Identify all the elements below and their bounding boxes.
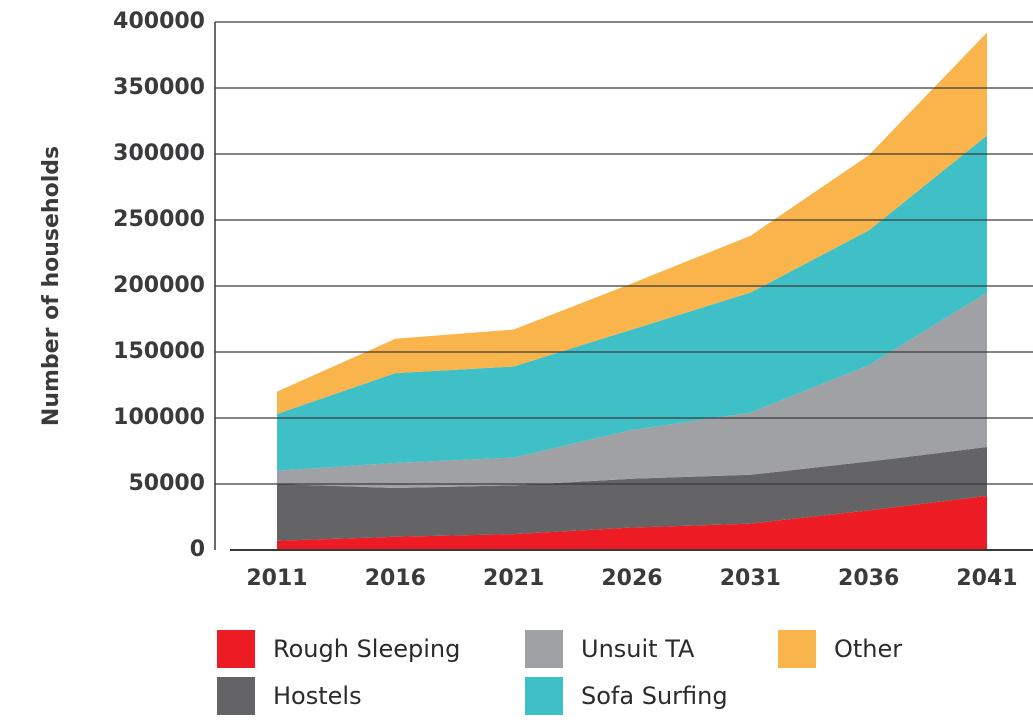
legend-label: Hostels xyxy=(273,682,362,710)
legend-label: Sofa Surfing xyxy=(581,682,728,710)
legend-item: Unsuit TA xyxy=(525,630,695,668)
y-tick-label: 350000 xyxy=(113,75,205,100)
legend-item: Other xyxy=(778,630,902,668)
areas xyxy=(277,32,987,550)
x-tick-label: 2011 xyxy=(246,566,307,591)
area xyxy=(277,32,987,415)
legend-swatch xyxy=(525,677,563,715)
legend-swatch xyxy=(525,630,563,668)
y-tick-label: 0 xyxy=(190,537,205,562)
x-tick-label: 2026 xyxy=(601,566,662,591)
y-tick-label: 100000 xyxy=(113,405,205,430)
area xyxy=(277,495,987,550)
y-axis-label: Number of households xyxy=(39,146,64,426)
y-tick-label: 200000 xyxy=(113,273,205,298)
area xyxy=(277,292,987,488)
legend-label: Unsuit TA xyxy=(581,635,695,663)
x-tick-label: 2031 xyxy=(720,566,781,591)
legend-item: Hostels xyxy=(217,677,362,715)
legend-label: Other xyxy=(834,635,902,663)
legend-swatch xyxy=(778,630,816,668)
area xyxy=(277,447,987,541)
x-tick-label: 2021 xyxy=(483,566,544,591)
legend-swatch xyxy=(217,677,255,715)
legend-swatch xyxy=(217,630,255,668)
x-tick-label: 2036 xyxy=(838,566,899,591)
y-tick-label: 300000 xyxy=(113,141,205,166)
y-tick-label: 150000 xyxy=(113,339,205,364)
legend-item: Rough Sleeping xyxy=(217,630,460,668)
y-tick-label: 50000 xyxy=(128,471,205,496)
x-tick-label: 2016 xyxy=(365,566,426,591)
y-tick-label: 400000 xyxy=(113,9,205,34)
x-tick-label: 2041 xyxy=(956,566,1017,591)
legend-item: Sofa Surfing xyxy=(525,677,728,715)
y-tick-label: 250000 xyxy=(113,207,205,232)
area xyxy=(277,135,987,471)
legend-label: Rough Sleeping xyxy=(273,635,460,663)
